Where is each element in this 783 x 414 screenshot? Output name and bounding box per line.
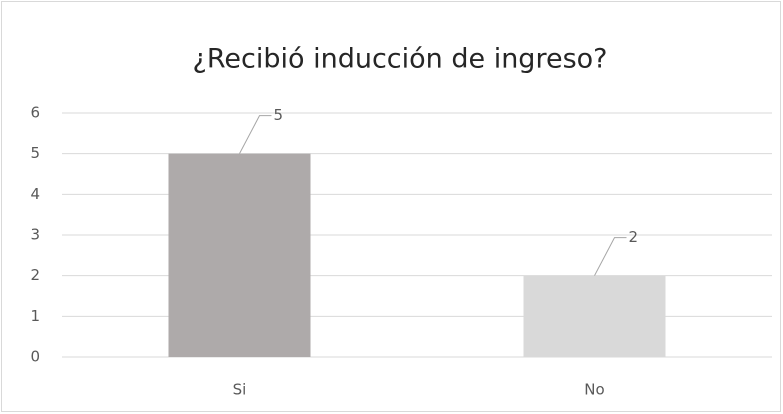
x-tick-label: Si xyxy=(233,381,247,399)
leader-line xyxy=(594,237,627,276)
y-tick-label: 4 xyxy=(30,185,40,203)
data-label: 2 xyxy=(629,228,639,246)
leader-line xyxy=(239,115,272,154)
data-label: 5 xyxy=(274,106,284,124)
x-tick-label: No xyxy=(584,381,604,399)
bar xyxy=(168,153,311,357)
chart-title: ¿Recibió inducción de ingreso? xyxy=(193,44,608,75)
y-tick-label: 0 xyxy=(30,348,40,366)
y-tick-label: 2 xyxy=(30,266,40,284)
bar xyxy=(523,275,666,357)
y-tick-label: 6 xyxy=(30,104,40,122)
y-tick-label: 5 xyxy=(30,144,40,162)
y-tick-label: 1 xyxy=(30,307,40,325)
y-tick-label: 3 xyxy=(30,226,40,244)
